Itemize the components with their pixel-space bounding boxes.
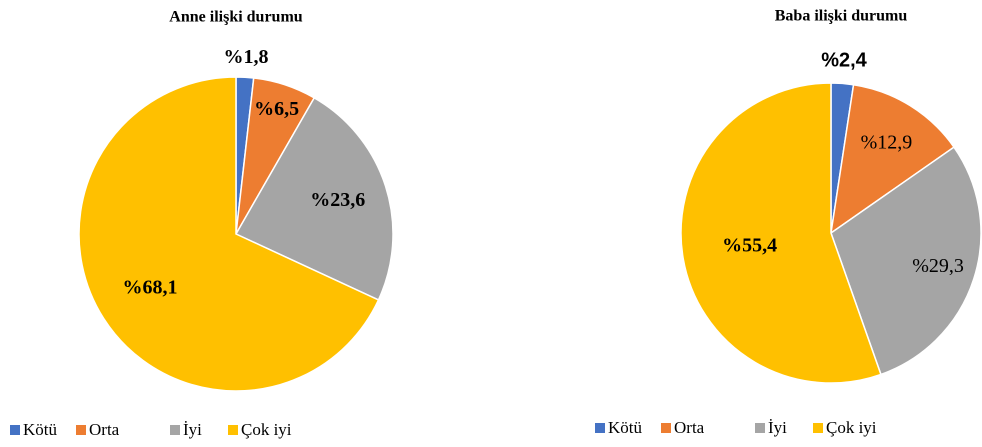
legend-swatch bbox=[755, 423, 765, 433]
pie-slice bbox=[234, 96, 394, 301]
data-label: %23,6 bbox=[310, 189, 365, 211]
legend-label: Çok iyi bbox=[826, 418, 877, 437]
legend-swatch bbox=[10, 425, 20, 435]
pie-slice bbox=[78, 76, 380, 392]
legend-swatch bbox=[170, 425, 180, 435]
pie-slice bbox=[830, 146, 982, 376]
legend-swatch bbox=[595, 423, 605, 433]
pie-slice bbox=[680, 82, 882, 384]
legend-swatch bbox=[813, 423, 823, 433]
data-label: %1,8 bbox=[223, 46, 268, 68]
legend-label: İyi bbox=[183, 420, 202, 439]
data-label: %2,4 bbox=[821, 49, 867, 71]
legend-label: Orta bbox=[674, 418, 705, 437]
pie-slice bbox=[829, 83, 956, 235]
legend-label: Çok iyi bbox=[241, 420, 292, 439]
data-label: %55,4 bbox=[722, 235, 777, 257]
legend-label: Kötü bbox=[608, 418, 643, 437]
legend-label: Kötü bbox=[23, 420, 58, 439]
legend-swatch bbox=[228, 425, 238, 435]
data-label: %12,9 bbox=[861, 131, 913, 153]
data-label: %6,5 bbox=[254, 98, 299, 120]
legend-swatch bbox=[661, 423, 671, 433]
legend-label: Orta bbox=[89, 420, 120, 439]
data-label: %29,3 bbox=[912, 255, 964, 277]
legend-swatch bbox=[76, 425, 86, 435]
chart-title: Anne ilişki durumu bbox=[169, 9, 302, 26]
legend-label: İyi bbox=[768, 418, 787, 437]
data-label: %68,1 bbox=[123, 277, 178, 299]
chart-title: Baba ilişki durumu bbox=[775, 8, 908, 25]
